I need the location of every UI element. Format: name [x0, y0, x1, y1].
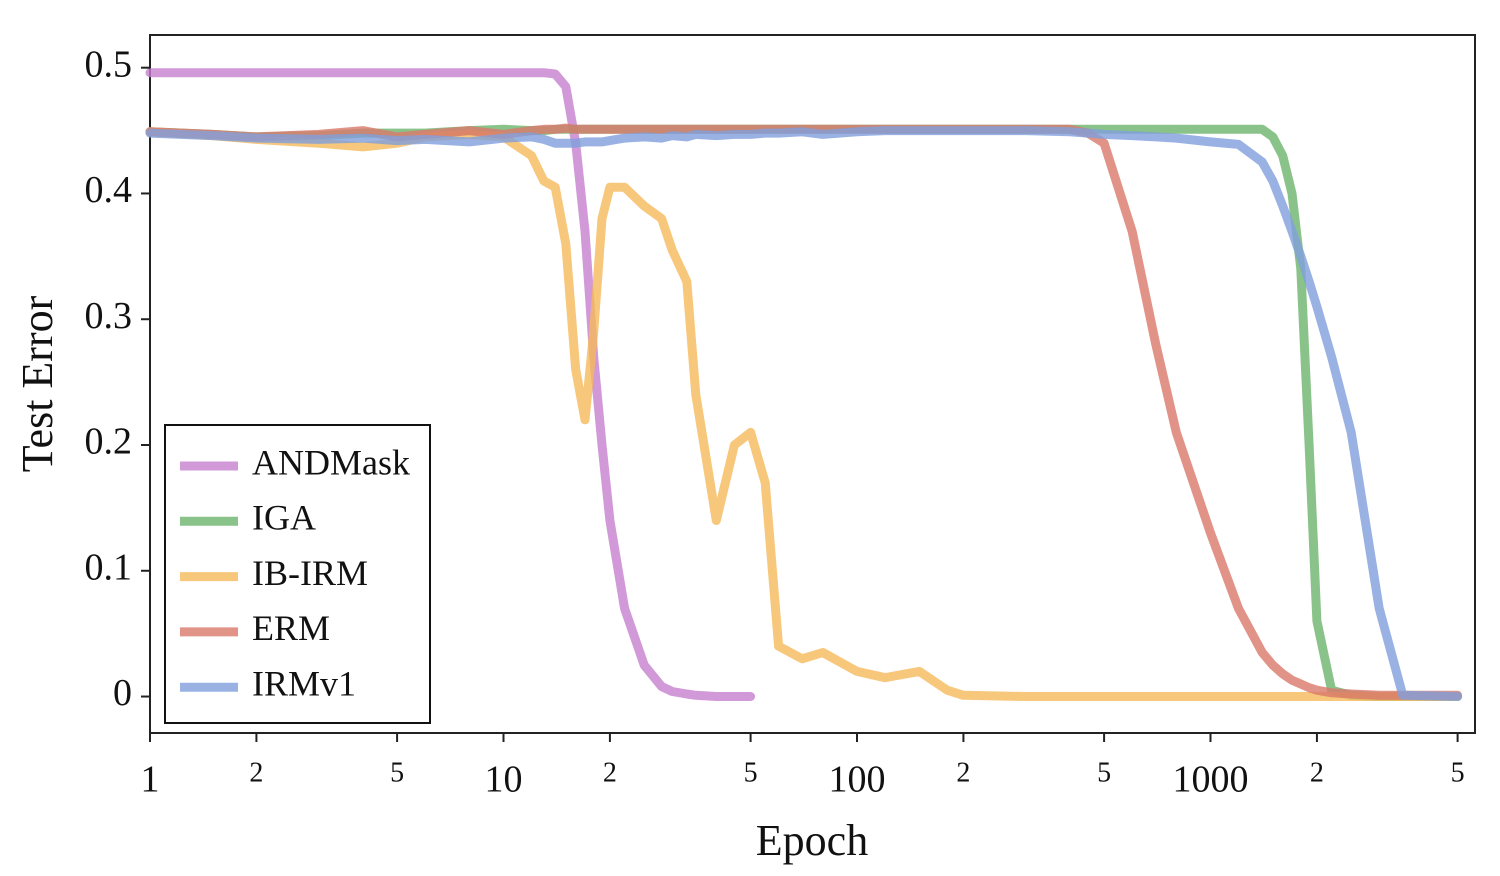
- y-tick-label: 0.2: [85, 421, 133, 463]
- legend-label: ANDMask: [252, 442, 410, 482]
- legend-label: IB-IRM: [252, 553, 368, 593]
- y-tick-label: 0.4: [85, 169, 133, 211]
- x-tick-label: 1000: [1173, 759, 1249, 801]
- y-tick-label: 0.1: [85, 546, 133, 588]
- x-tick-label: 5: [744, 757, 758, 788]
- legend-label: IGA: [252, 498, 316, 538]
- x-tick-label: 5: [390, 757, 404, 788]
- x-tick-label: 2: [249, 757, 263, 788]
- x-tick-label: 5: [1097, 757, 1111, 788]
- y-tick-label: 0.5: [85, 43, 133, 85]
- legend-label: IRMv1: [252, 663, 356, 703]
- y-tick-label: 0.3: [85, 295, 133, 337]
- series-line: [145, 126, 1463, 701]
- legend-label: ERM: [252, 608, 330, 648]
- y-axis-label: Test Error: [13, 295, 62, 472]
- x-tick-label: 2: [956, 757, 970, 788]
- x-tick-label: 2: [603, 757, 617, 788]
- x-axis-label: Epoch: [756, 816, 868, 865]
- x-tick-label: 100: [829, 759, 886, 801]
- legend: ANDMask IGA IB-IRM ERM IRMv1: [164, 424, 431, 724]
- series-layer: [145, 68, 1463, 701]
- x-tick-label: 10: [485, 759, 523, 801]
- series-line: [145, 127, 1463, 701]
- x-tick-label: 2: [1310, 757, 1324, 788]
- x-tick-label: 5: [1451, 757, 1465, 788]
- x-tick-label: 1: [141, 759, 160, 801]
- y-tick-label: 0: [113, 672, 132, 714]
